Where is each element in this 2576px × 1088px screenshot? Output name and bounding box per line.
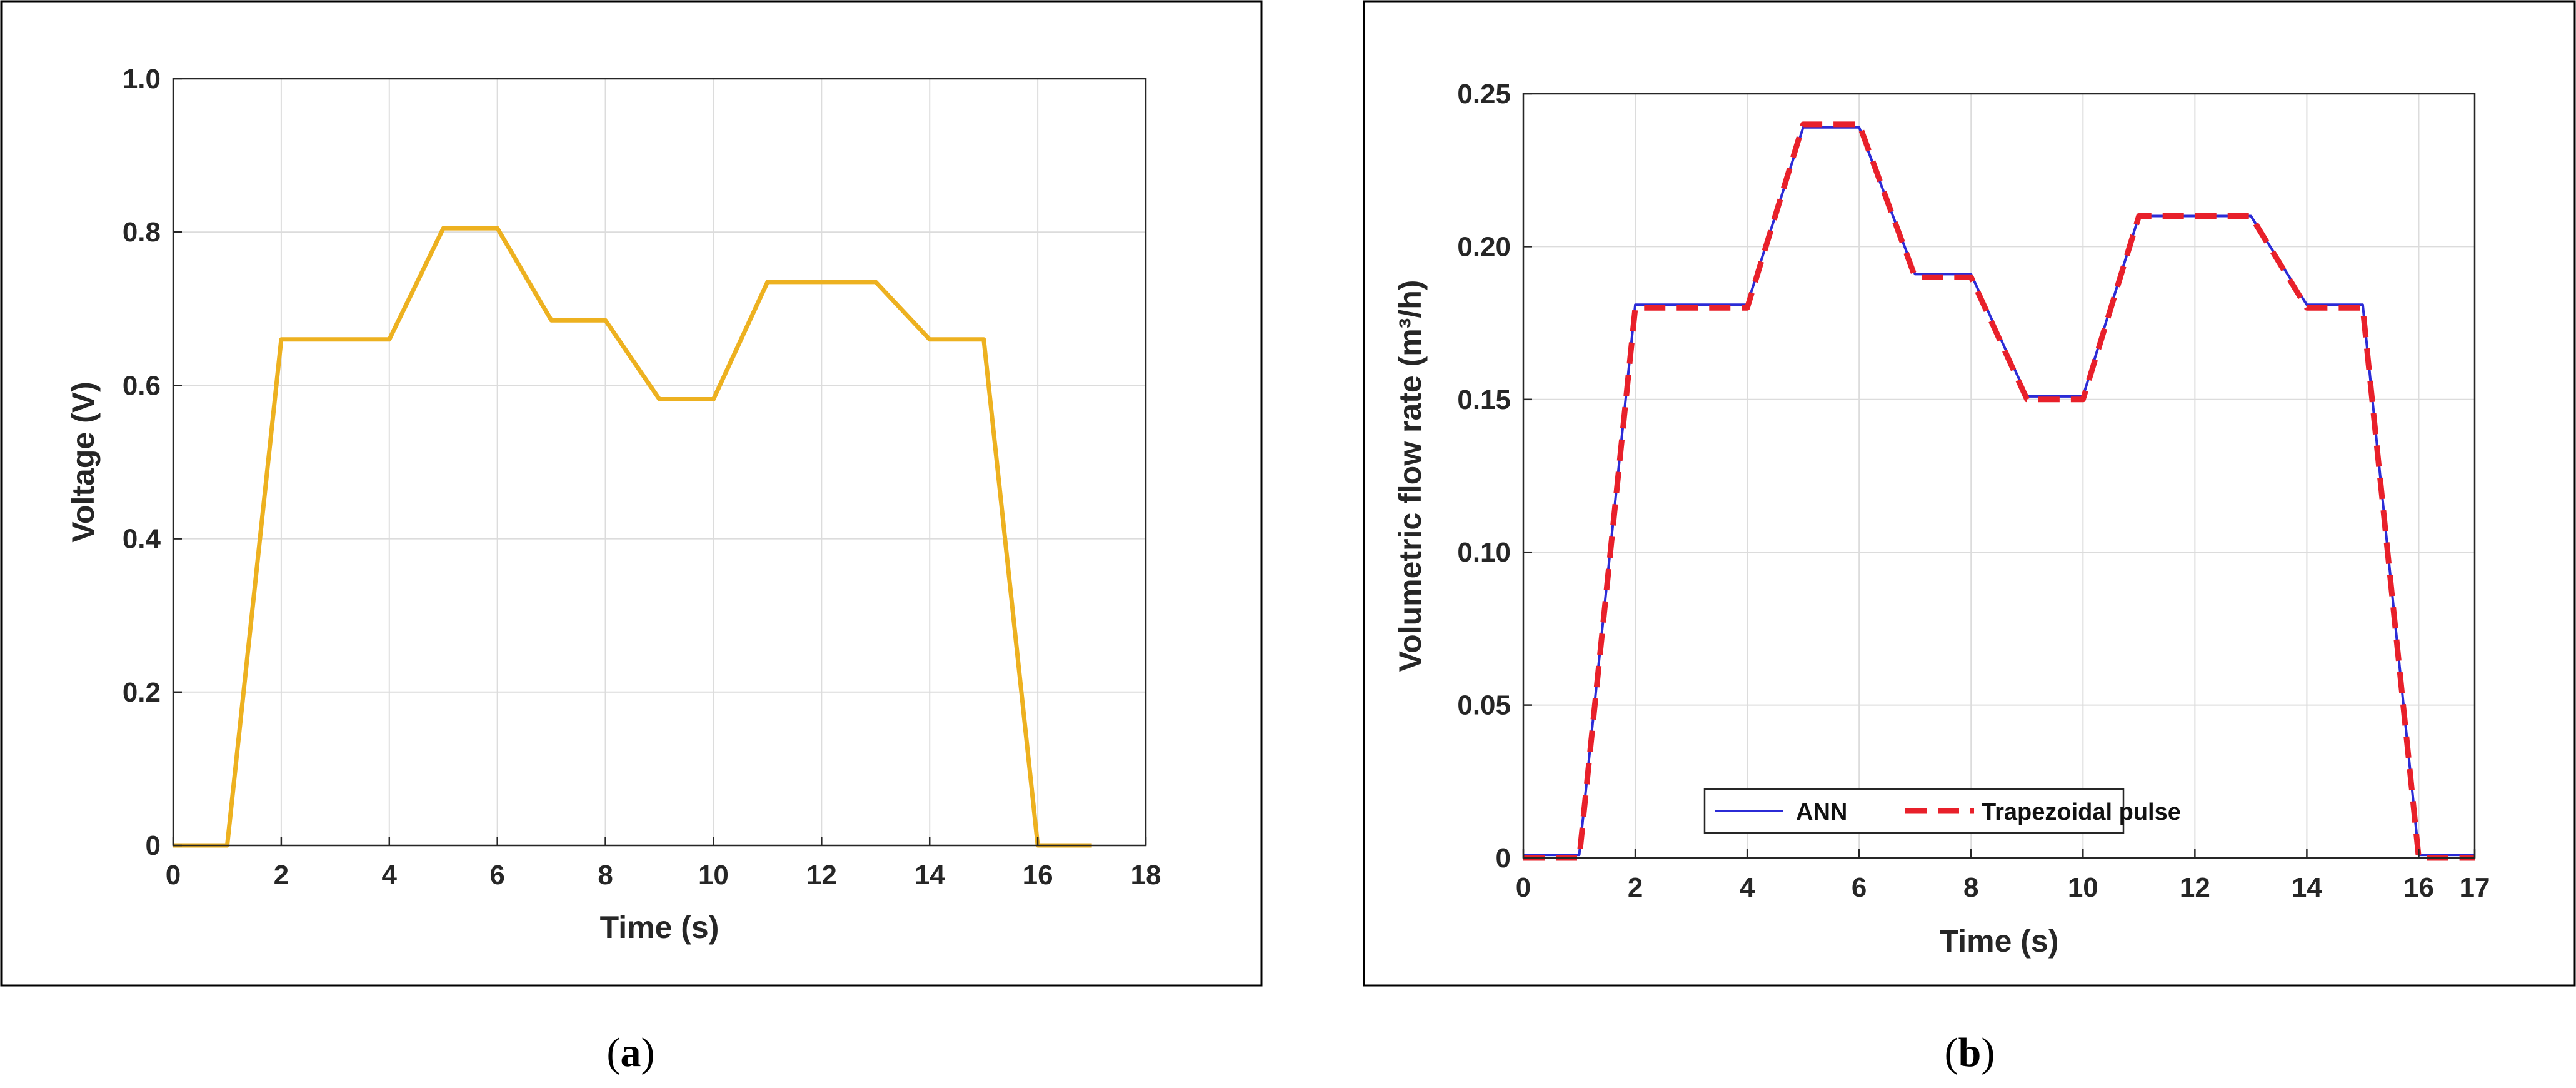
y-tick-label: 1.0 (123, 64, 161, 94)
caption-b-letter: b (1958, 1030, 1982, 1075)
x-tick-label: 2 (274, 860, 289, 890)
caption-b-close: ) (1981, 1030, 1995, 1075)
series-b (1523, 121, 2475, 861)
x-tick-label: 10 (698, 860, 729, 890)
y-tick-label: 0.6 (123, 370, 161, 401)
legend-label-ann: ANN (1796, 799, 1847, 825)
axes-box-b (1522, 93, 2476, 859)
x-tick-label: 2 (1628, 872, 1643, 903)
y-tick-label: 0.15 (1457, 385, 1511, 415)
x-ticks-b: 0 2 4 6 8 10 12 14 16 17 (1516, 849, 2490, 903)
caption-b: (b) (1945, 1030, 1995, 1075)
x-tick-label: 8 (1963, 872, 1978, 903)
x-tick-label: 12 (806, 860, 837, 890)
y-tick-label: 0 (146, 830, 161, 861)
caption-a-letter: a (621, 1030, 641, 1075)
legend-label-trapezoidal: Trapezoidal pulse (1982, 799, 2181, 825)
caption-a-close: ) (641, 1030, 655, 1075)
x-tick-label: 10 (2068, 872, 2098, 903)
x-tick-label: 4 (382, 860, 398, 890)
legend-b: ANN Trapezoidal pulse (1703, 788, 2181, 834)
plot-area-b (1523, 94, 2475, 858)
x-tick-label: 0 (1516, 872, 1531, 903)
x-tick-label: 18 (1131, 860, 1161, 890)
y-tick-label: 0.10 (1457, 537, 1511, 568)
y-tick-label: 0.4 (123, 524, 161, 555)
x-tick-label: 14 (915, 860, 945, 890)
x-tick-label: 14 (2292, 872, 2322, 903)
x-ticks-a: 0 2 4 6 8 10 12 14 16 18 (166, 837, 1161, 890)
y-ticks-a: 0 0.2 0.4 0.6 0.8 1.0 (123, 64, 182, 861)
panel-b: 0 2 4 6 8 10 12 14 16 17 0 0.05 0.10 0.15 0.20 0.25 AN… (1363, 0, 2576, 987)
y-tick-label: 0.20 (1457, 231, 1511, 262)
panel-a: 0 2 4 6 8 10 12 14 16 18 0 0.2 0.4 0.6 0.8 1.0 Time (s… (0, 0, 1263, 987)
x-tick-label: 6 (489, 860, 504, 890)
x-axis-label-b: Time (s) (1940, 924, 2059, 959)
x-tick-label: 6 (1852, 872, 1867, 903)
caption-b-open: ( (1945, 1030, 1958, 1075)
y-tick-label: 0.8 (123, 217, 161, 248)
y-tick-label: 0.2 (123, 677, 161, 708)
x-axis-label-a: Time (s) (600, 910, 719, 945)
x-tick-label: 0 (166, 860, 181, 890)
y-tick-label: 0 (1496, 843, 1511, 874)
y-tick-label: 0.25 (1457, 79, 1511, 109)
plot-area-a (173, 79, 1146, 845)
x-tick-label: 17 (2460, 872, 2490, 903)
x-tick-label: 12 (2180, 872, 2210, 903)
series-line-a (173, 226, 1092, 848)
x-tick-label: 8 (598, 860, 613, 890)
x-tick-label: 16 (2403, 872, 2434, 903)
y-ticks-b: 0 0.05 0.10 0.15 0.20 0.25 (1457, 79, 1532, 874)
axes-box-a (172, 78, 1147, 847)
y-tick-label: 0.05 (1457, 690, 1511, 721)
y-axis-label-b: Volumetric flow rate (m³/h) (1393, 280, 1428, 672)
y-axis-label-a: Voltage (V) (66, 381, 101, 542)
caption-a-open: ( (607, 1030, 621, 1075)
x-tick-label: 16 (1023, 860, 1053, 890)
series-line-trapezoidal-pulse (1523, 121, 2475, 861)
series-a (173, 226, 1092, 848)
caption-a: (a) (607, 1030, 655, 1075)
x-tick-label: 4 (1740, 872, 1755, 903)
